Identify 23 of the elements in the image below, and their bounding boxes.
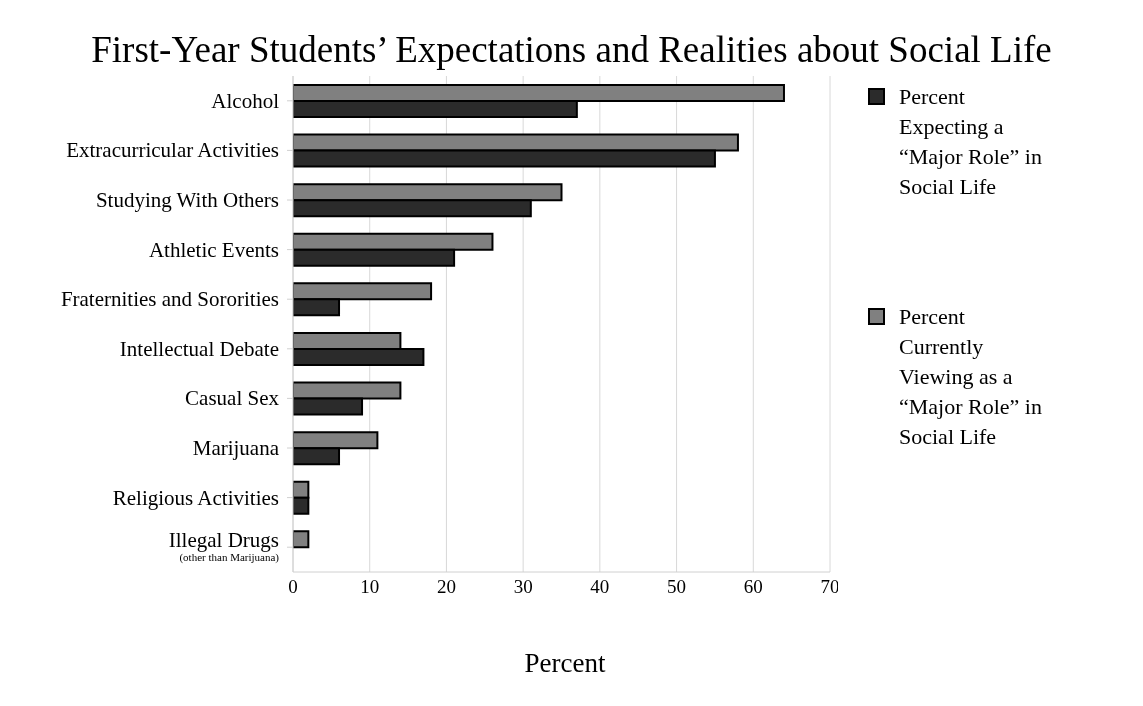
chart-title: First-Year Students’ Expectations and Realities about Social Life	[90, 28, 1053, 72]
x-tick-label: 40	[590, 576, 610, 598]
bar	[293, 530, 310, 549]
x-tick-label: 30	[513, 576, 533, 598]
x-tick-label: 60	[743, 576, 763, 598]
x-tick-label: 10	[360, 576, 380, 598]
y-tick-label: Casual Sex	[185, 386, 280, 411]
y-tick-label: Intellectual Debate	[119, 336, 279, 361]
y-tick-label: Marijuana	[192, 436, 280, 460]
legend-label: Percent Expecting a “Major Role” in Social Life	[899, 83, 1043, 201]
y-tick-label: Athletic Events	[148, 237, 279, 262]
y-tick-label: Extracurricular Activities	[66, 138, 279, 163]
y-tick-label: Studying With Others	[95, 188, 279, 212]
y-tick-label: Religious Activities	[112, 485, 279, 510]
y-tick-label: Fraternities and Sororities	[60, 287, 279, 312]
x-axis-title: Percent	[523, 648, 607, 679]
y-tick-label: Alcohol	[211, 88, 280, 113]
x-tick-label: 50	[667, 576, 687, 598]
legend-label: Percent Currently Viewing as a “Major Role” in Social Life	[899, 303, 1043, 451]
y-tick-label: Illegal Drugs (other than Marijuana)	[168, 528, 280, 565]
x-tick-label: 0	[288, 576, 298, 598]
x-tick-label: 70	[820, 576, 840, 598]
x-tick-label: 20	[436, 576, 456, 598]
